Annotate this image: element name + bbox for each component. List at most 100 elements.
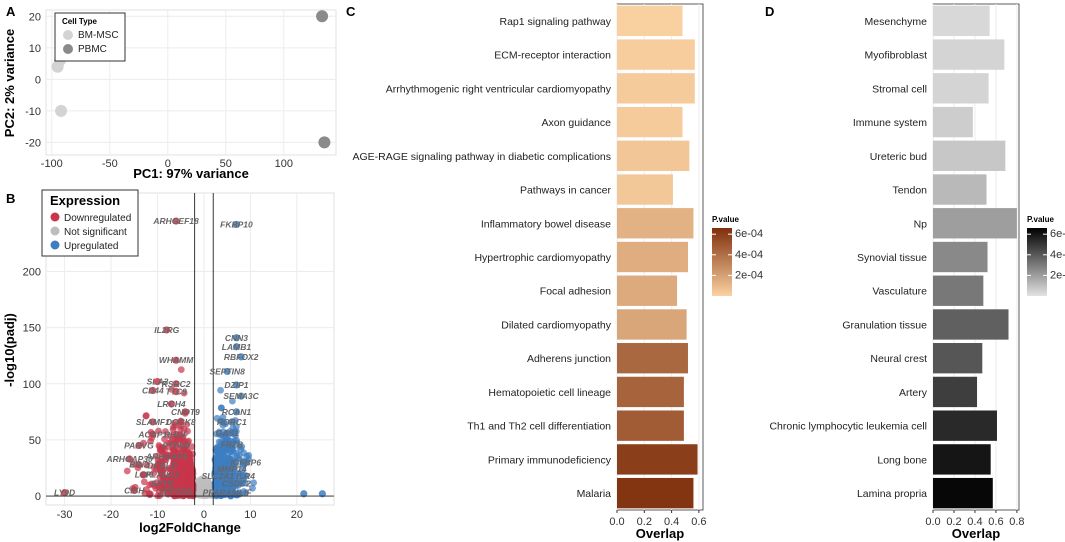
- kegg-pvalue-legend: P.value 6e-04 4e-04 2e-04: [712, 215, 763, 296]
- pca-point-bm-msc: [55, 104, 68, 117]
- volcano-point-gene: [237, 353, 245, 361]
- volcano-point-downregulated: [146, 481, 153, 489]
- legend-tick-label: 4e-04: [735, 249, 763, 261]
- pca-x-tick-label: -100: [41, 158, 63, 170]
- volcano-gene-label: BIN2: [129, 460, 149, 470]
- category-label-neural-crest: Neural crest: [870, 353, 927, 365]
- kegg-legend-title: P.value: [712, 215, 740, 224]
- volcano-point-upregulated: [212, 459, 220, 467]
- volcano-point-gene: [242, 472, 250, 480]
- bar-hematopoietic-cell-lineage: [617, 376, 684, 408]
- pca-legend: Cell Type BM-MSC PBMC: [54, 12, 126, 62]
- volcano-point-downregulated: [181, 471, 189, 479]
- volcano-point-gene: [139, 471, 148, 479]
- volcano-point-upregulated: [214, 445, 222, 453]
- bar-ureteric-bud: [933, 140, 1006, 171]
- volcano-gene-label: MMP14: [217, 464, 247, 474]
- volcano-point-gene: [158, 471, 166, 479]
- legend-label-not-significant: Not significant: [64, 227, 127, 238]
- pca-x-tick-label: 100: [275, 158, 293, 170]
- volcano-gene-label: CNN3: [225, 333, 248, 343]
- volcano-x-tick-label: -10: [150, 509, 166, 521]
- category-label-hematopoietic-cell-lineage: Hematopoietic cell lineage: [488, 387, 611, 399]
- volcano-x-ticks: -30 -20 -10 0 10 20: [57, 509, 303, 521]
- volcano-y-axis-label: -log10(padj): [2, 313, 17, 387]
- legend-tick-label: 2e-04: [735, 269, 763, 281]
- volcano-point-gene: [172, 217, 180, 225]
- category-label-chronic-lymphocytic-leukemia-cell: Chronic lymphocytic leukemia cell: [769, 421, 927, 433]
- volcano-point-upregulated: [240, 488, 248, 495]
- volcano-point-gene: [126, 455, 134, 463]
- volcano-point-downregulated: [153, 479, 161, 487]
- volcano-point-downregulated: [150, 469, 158, 477]
- volcano-point-downregulated: [130, 460, 138, 468]
- bar-immune-system: [933, 106, 973, 138]
- volcano-point-gene: [228, 440, 236, 448]
- panel-label-c: C: [346, 4, 356, 19]
- panel-label-b: B: [6, 191, 15, 206]
- volcano-gene-label: LY9D: [54, 488, 75, 498]
- tissue-pvalue-legend: P.value 6e-04 4e-04 2e-04: [1027, 215, 1065, 296]
- category-label-adherens-junction: Adherens junction: [527, 353, 611, 365]
- volcano-point-gene: [158, 480, 166, 488]
- volcano-gene-label: SLA2: [147, 377, 169, 387]
- category-label-lamina-propria: Lamina propria: [857, 488, 927, 500]
- volcano-point-not-significant: [200, 477, 207, 485]
- bar-inflammatory-bowel-disease: [617, 208, 694, 239]
- volcano-point-downregulated: [156, 447, 164, 454]
- category-label-hypertrophic-cardiomyopathy: Hypertrophic cardiomyopathy: [474, 252, 611, 264]
- volcano-point-upregulated: [232, 423, 240, 431]
- volcano-point-downregulated: [146, 491, 154, 499]
- volcano-point-gene: [163, 453, 171, 461]
- volcano-point-not-significant: [200, 487, 207, 494]
- bar-pathways-in-cancer: [617, 174, 673, 205]
- category-label-long-bone: Long bone: [877, 454, 927, 466]
- bar-axon-guidance: [617, 106, 683, 138]
- volcano-point-downregulated: [171, 421, 179, 429]
- volcano-x-tick-label: 20: [291, 509, 303, 521]
- volcano-point-downregulated: [188, 464, 195, 472]
- bar-myofibroblast: [933, 39, 1005, 70]
- volcano-point-downregulated: [170, 455, 177, 463]
- volcano-gene-label: SEPTIN1: [158, 487, 194, 497]
- volcano-point-gene: [228, 418, 236, 426]
- volcano-point-downregulated: [162, 428, 169, 435]
- category-label-immune-system: Immune system: [853, 117, 927, 129]
- volcano-point-gene: [172, 430, 180, 438]
- volcano-gene-label: SLC2A1: [202, 471, 235, 481]
- volcano-gene-label: RSRC2: [162, 379, 191, 389]
- category-label-vasculature: Vasculature: [872, 286, 927, 298]
- bar-synovial-tissue: [933, 241, 988, 273]
- volcano-point-downregulated: [140, 478, 148, 486]
- bar-dilated-cardiomyopathy: [617, 309, 687, 340]
- volcano-point-gene: [158, 462, 166, 470]
- volcano-gene-label: PARVG: [124, 441, 154, 451]
- volcano-point-upregulated: [249, 484, 256, 492]
- volcano-gene-label: TTC9: [165, 387, 187, 397]
- volcano-gene-label: FKBP10: [220, 219, 253, 229]
- volcano-gene-label: RHOF: [164, 429, 189, 439]
- volcano-point-upregulated: [217, 450, 225, 458]
- pca-point-pbmc: [318, 136, 331, 149]
- category-label-granulation-tissue: Granulation tissue: [842, 319, 927, 331]
- volcano-gene-label: RBFOX2: [224, 352, 259, 362]
- volcano-point-upregulated: [212, 478, 220, 486]
- volcano-gene-label: CNOT9: [171, 407, 200, 417]
- tissue-legend-title: P.value: [1027, 215, 1055, 224]
- volcano-point-gene: [237, 392, 245, 400]
- bar-age-rage-signaling-pathway-in-diabetic-complications: [617, 140, 690, 171]
- volcano-point-gene: [172, 380, 180, 388]
- bar-stromal-cell: [933, 73, 989, 104]
- volcano-point-gene: [223, 367, 231, 376]
- volcano-point-downregulated: [166, 481, 174, 489]
- volcano-x-tick-label: 10: [244, 509, 256, 521]
- volcano-gene-label: SEMA3C: [223, 391, 259, 401]
- volcano-point-downregulated: [177, 492, 185, 499]
- volcano-point-gene: [135, 441, 143, 450]
- volcano-gene-label: IGFBP6: [230, 457, 261, 467]
- volcano-point-downregulated: [165, 439, 173, 447]
- category-label-pathways-in-cancer: Pathways in cancer: [520, 185, 612, 197]
- volcano-point-upregulated: [231, 428, 239, 436]
- volcano-point-gene: [242, 458, 250, 466]
